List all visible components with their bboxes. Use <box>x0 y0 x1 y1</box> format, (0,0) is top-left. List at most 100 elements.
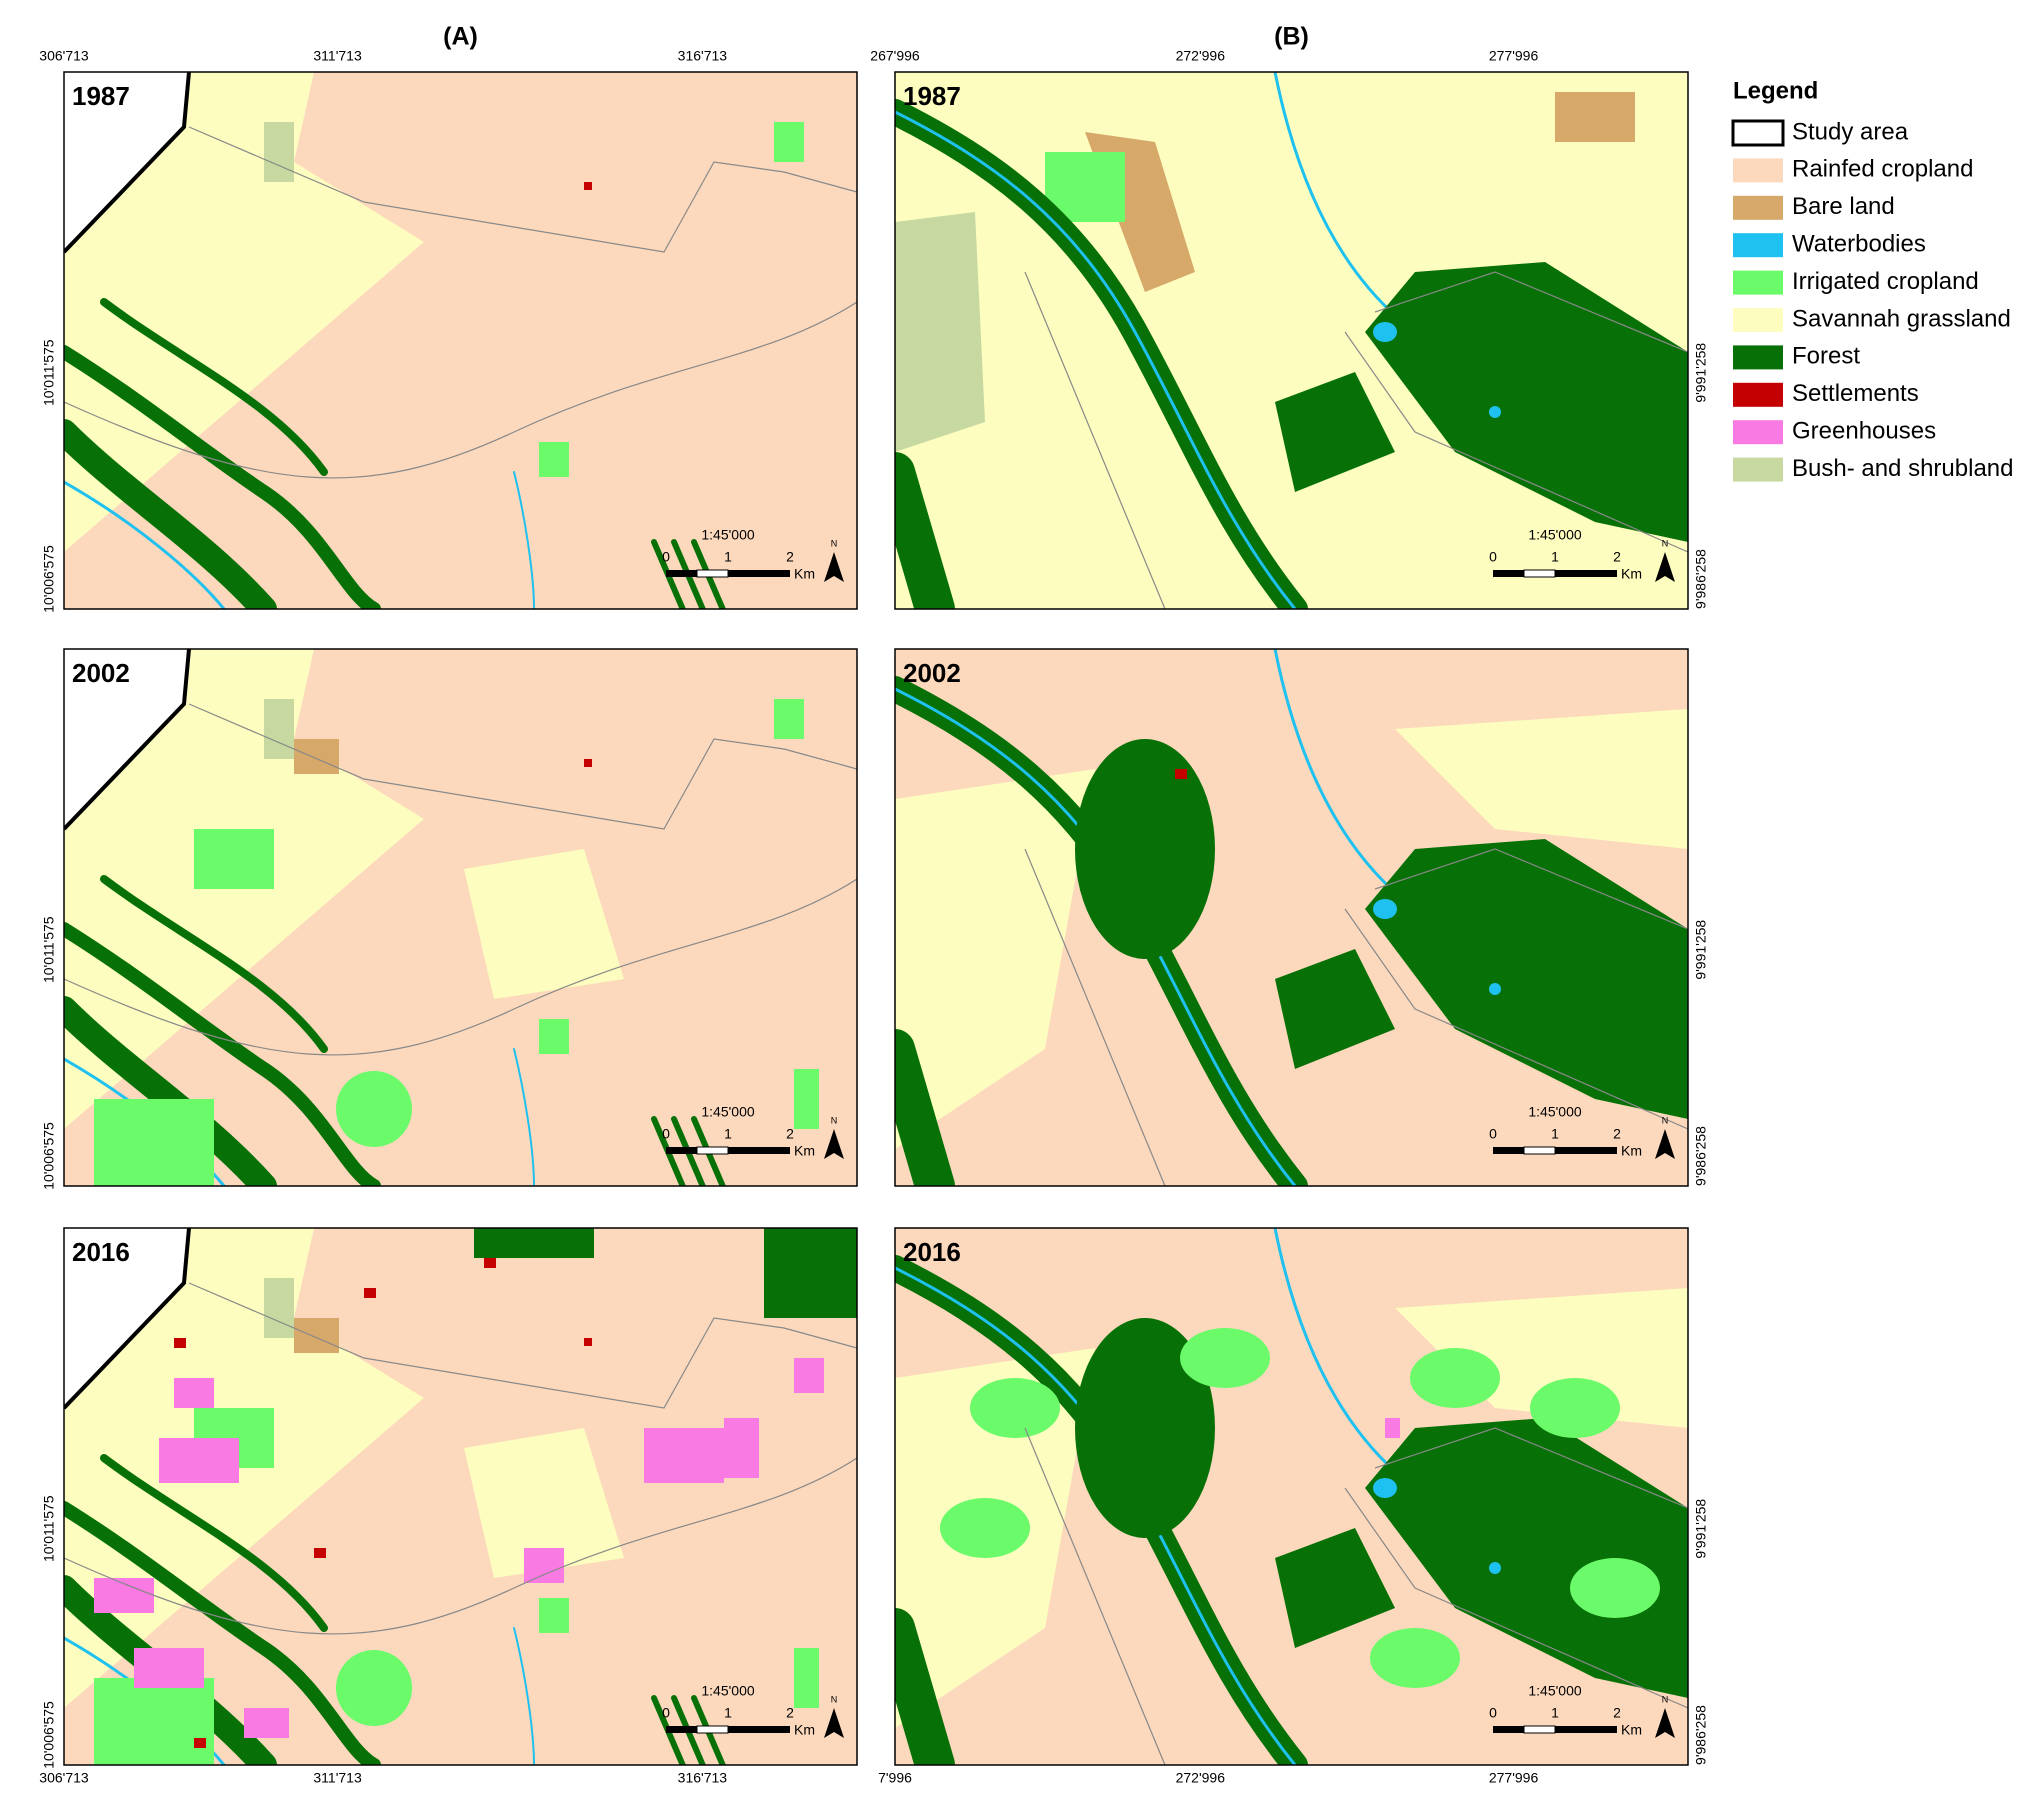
scale-bar-seg <box>728 1726 790 1733</box>
irrigated-patch <box>940 1498 1030 1558</box>
map-panel: 2016 1:45'000 0 1 2Km N <box>894 1227 1689 1766</box>
y-coord-label: 9'991'258 <box>1693 1499 1709 1559</box>
boundary <box>64 1457 857 1635</box>
forest-belt <box>64 419 277 609</box>
forest-blob <box>1365 1418 1688 1698</box>
boundary <box>188 126 857 253</box>
y-coord-label: 9'986'258 <box>1693 549 1709 609</box>
scale-ratio: 1:45'000 <box>701 527 754 543</box>
outside-study-area <box>64 649 189 829</box>
bush-patch <box>895 212 985 452</box>
scale-tick: 0 <box>1489 549 1497 565</box>
scale-tick: 2 <box>1613 1705 1621 1721</box>
irrigated-patch <box>539 442 569 477</box>
x-coord-label: 316'713 <box>678 48 728 64</box>
scale-bar-seg <box>1555 1726 1617 1733</box>
scale-bar-seg <box>1555 1147 1617 1154</box>
north-label: N <box>1662 538 1669 548</box>
scale-tick: 2 <box>786 1126 794 1142</box>
river <box>513 1048 535 1186</box>
river <box>1273 72 1417 334</box>
year-label: 1987 <box>72 81 130 111</box>
scale-tick: 2 <box>786 549 794 565</box>
year-label: 2002 <box>903 658 961 688</box>
y-coord-label: 10'011'575 <box>41 916 57 983</box>
irrigated-patch <box>970 1378 1060 1438</box>
irrigated-patch <box>1410 1348 1500 1408</box>
river <box>1273 649 1417 911</box>
greenhouse <box>724 1418 759 1478</box>
cropland <box>64 242 857 609</box>
map-content <box>895 72 1688 609</box>
y-coord-label: 10'006'575 <box>41 1701 57 1769</box>
scale-tick: 1 <box>724 549 732 565</box>
greenhouse <box>159 1438 239 1483</box>
settlement <box>484 1258 496 1268</box>
map-content <box>64 649 857 1186</box>
scale-tick: 1 <box>1551 1126 1559 1142</box>
bush-patch <box>264 1278 294 1338</box>
map-frame <box>894 71 1689 610</box>
year-label: 2002 <box>72 658 130 688</box>
scale-unit: Km <box>794 566 815 582</box>
greenhouse <box>1385 1418 1400 1438</box>
irrigated-patch <box>794 1069 819 1129</box>
boundary <box>188 1282 857 1409</box>
x-coord-label: 311'713 <box>313 1770 362 1786</box>
north-label: N <box>1662 1694 1669 1704</box>
settlement <box>174 1338 186 1348</box>
scale-tick: 0 <box>1489 1126 1497 1142</box>
legend-swatch <box>1733 195 1783 220</box>
scale-unit: Km <box>1621 566 1642 582</box>
study-area-edge <box>64 649 191 831</box>
legend-label: Greenhouses <box>1792 418 1936 445</box>
greenhouse <box>244 1708 289 1738</box>
forest-belt <box>895 1608 955 1765</box>
scale-bar-seg <box>1523 1146 1556 1155</box>
waterbody <box>1489 1562 1501 1574</box>
savannah <box>895 142 1295 609</box>
scale-tick: 2 <box>1613 549 1621 565</box>
x-coord-label: 316'713 <box>678 1770 728 1786</box>
bush-patch <box>264 122 294 182</box>
x-coord-label: 306'713 <box>39 48 89 64</box>
waterbody <box>1373 899 1397 919</box>
forest-belt <box>64 1501 381 1765</box>
forest-belt <box>895 452 955 609</box>
scale-bar-seg <box>728 570 790 577</box>
savannah <box>464 1428 624 1578</box>
forest-belt <box>100 1454 328 1632</box>
north-label: N <box>1662 1115 1669 1125</box>
scale-ratio: 1:45'000 <box>1528 527 1581 543</box>
north-arrow <box>824 1129 844 1159</box>
boundary <box>188 703 857 830</box>
x-coord-label: 277'996 <box>1489 48 1539 64</box>
irrigated-patch <box>94 1099 214 1186</box>
x-coord-label: 7'996 <box>878 1770 912 1786</box>
greenhouse <box>644 1428 724 1483</box>
irrigated-circle <box>336 1071 412 1147</box>
cropland <box>64 819 857 1186</box>
legend-swatch <box>1733 308 1783 332</box>
y-coord-label: 9'991'258 <box>1693 343 1709 403</box>
irrigated-patch <box>1570 1558 1660 1618</box>
scale-tick: 1 <box>724 1705 732 1721</box>
irrigated-patch <box>194 829 274 889</box>
map-frame <box>63 1227 858 1766</box>
legend-swatch <box>1733 420 1783 445</box>
scale-tick: 0 <box>662 549 670 565</box>
legend-label: Savannah grassland <box>1792 305 2011 332</box>
y-coord-label: 10'011'575 <box>41 1495 57 1562</box>
forest-blob <box>1365 839 1688 1119</box>
river <box>513 471 535 609</box>
cropland <box>64 1398 857 1765</box>
greenhouse <box>174 1378 214 1408</box>
scale-tick: 2 <box>786 1705 794 1721</box>
study-area-edge <box>64 72 191 254</box>
map-frame <box>63 648 858 1187</box>
legend-swatch <box>1733 457 1783 482</box>
scale-unit: Km <box>794 1722 815 1738</box>
column-label: (A) <box>443 23 478 51</box>
map-frame <box>63 71 858 610</box>
forest-belt <box>64 922 381 1186</box>
